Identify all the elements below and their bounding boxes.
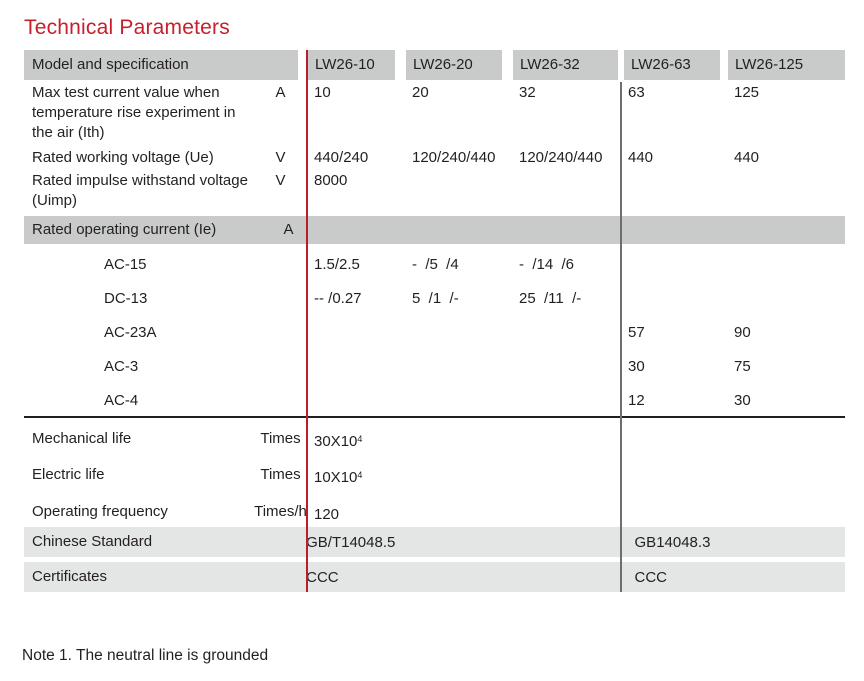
page-title: Technical Parameters [24, 16, 230, 39]
value-cell: CCC [634, 568, 668, 586]
value-cell: - /14 /6 [519, 256, 575, 273]
value-cell: 120 [314, 506, 340, 523]
value-cell: 120/240/440 [519, 149, 603, 166]
unit-cell: A [283, 221, 294, 238]
table-row-max-test-current: Max test current value when temperature … [24, 80, 845, 146]
section-divider-line [24, 416, 845, 418]
unit-cell: Times/h [254, 503, 307, 520]
row-label: AC-4 [104, 392, 139, 409]
section-label: Rated operating current (Ie) [32, 221, 217, 238]
row-label: AC-15 [104, 256, 147, 273]
row-label: Mechanical life [32, 430, 132, 447]
value-cell: 32 [519, 84, 536, 101]
value-cell: 25 /11 /- [519, 290, 582, 307]
gray-divider-line [620, 82, 622, 592]
value-cell: 75 [734, 358, 751, 375]
unit-cell: Times [260, 430, 301, 447]
row-label: Operating frequency [32, 503, 168, 520]
row-label: Rated working voltage (Ue) [32, 149, 214, 166]
row-label: Electric life [32, 466, 105, 483]
table-header-row: Model and specification LW26-10 LW26-20 … [24, 50, 845, 80]
value-cell: 440 [734, 149, 760, 166]
row-label: Rated impulse withstand voltage (Uimp) [32, 172, 248, 209]
table-row-rated-working-voltage: Rated working voltage (Ue) V 440/240 120… [24, 146, 845, 170]
parameters-table: Model and specification LW26-10 LW26-20 … [24, 50, 845, 592]
row-label: DC-13 [104, 290, 148, 307]
value-cell: 20 [412, 84, 429, 101]
unit-cell: A [275, 84, 286, 101]
note-line: Note 1. The neutral line is grounded [22, 647, 269, 664]
value-cell: - /5 /4 [412, 256, 459, 273]
row-label: Certificates [32, 568, 108, 585]
row-label: Chinese Standard [32, 533, 153, 550]
table-row-ac-15: AC-15 1.5/2.5 - /5 /4 - /14 /6 [24, 244, 845, 278]
column-header-model: Model and specification [24, 50, 298, 80]
unit-cell: Times [260, 466, 301, 483]
value-cell: 63 [628, 84, 645, 101]
value-cell: 30 [734, 392, 751, 409]
section-band-rated-operating-current: Rated operating current (Ie) A [24, 216, 845, 244]
value-cell: 30 [628, 358, 645, 375]
table-row-rated-impulse-voltage: Rated impulse withstand voltage (Uimp) V… [24, 170, 845, 216]
column-header-lw26-125: LW26-125 [728, 50, 845, 80]
column-header-lw26-63: LW26-63 [624, 50, 720, 80]
table-row-chinese-standard: Chinese Standard GB/T14048.5 GB14048.3 [24, 527, 845, 557]
superscript: 4 [357, 434, 363, 444]
value-cell: CCC [306, 568, 339, 586]
value-cell: 125 [734, 84, 760, 101]
value-cell: 57 [628, 324, 645, 341]
value-cell: 10X104 [314, 469, 363, 486]
value-cell: 10 [314, 84, 331, 101]
notes: Note 1. The neutral line is grounded 2. … [22, 601, 850, 681]
value-cell: 12 [628, 392, 645, 409]
unit-cell: V [275, 149, 286, 166]
table-row-mechanical-life: Mechanical life Times 30X104 [24, 418, 845, 454]
column-header-lw26-20: LW26-20 [406, 50, 502, 80]
value-cell: 440/240 [314, 149, 369, 166]
value-cell: 120/240/440 [412, 149, 496, 166]
value-cell: 5 /1 /- [412, 290, 459, 307]
table-row-electric-life: Electric life Times 10X104 [24, 454, 845, 490]
column-header-lw26-32: LW26-32 [513, 50, 618, 80]
table-row-dc-13: DC-13 -- /0.27 5 /1 /- 25 /11 /- [24, 278, 845, 312]
value-cell: 8000 [314, 172, 348, 189]
unit-cell: V [275, 172, 286, 189]
table-row-ac-4: AC-4 12 30 [24, 380, 845, 416]
value-cell: 30X104 [314, 433, 363, 450]
column-header-lw26-10: LW26-10 [308, 50, 395, 80]
red-divider-line [306, 50, 308, 592]
row-label: AC-23A [104, 324, 157, 341]
row-label: AC-3 [104, 358, 139, 375]
superscript: 4 [357, 470, 363, 480]
value-cell: GB14048.3 [634, 533, 711, 551]
table-row-ac-3: AC-3 30 75 [24, 346, 845, 380]
value-cell: GB/T14048.5 [306, 533, 396, 551]
value-cell: 90 [734, 324, 751, 341]
table-row-operating-frequency: Operating frequency Times/h 120 [24, 490, 845, 527]
table-row-ac-23a: AC-23A 57 90 [24, 312, 845, 346]
value-cell: -- /0.27 [314, 290, 362, 307]
table-row-certificates: Certificates CCC CCC [24, 562, 845, 592]
row-label: Max test current value when temperature … [32, 84, 236, 141]
value-cell: 440 [628, 149, 654, 166]
value-cell: 1.5/2.5 [314, 256, 360, 273]
